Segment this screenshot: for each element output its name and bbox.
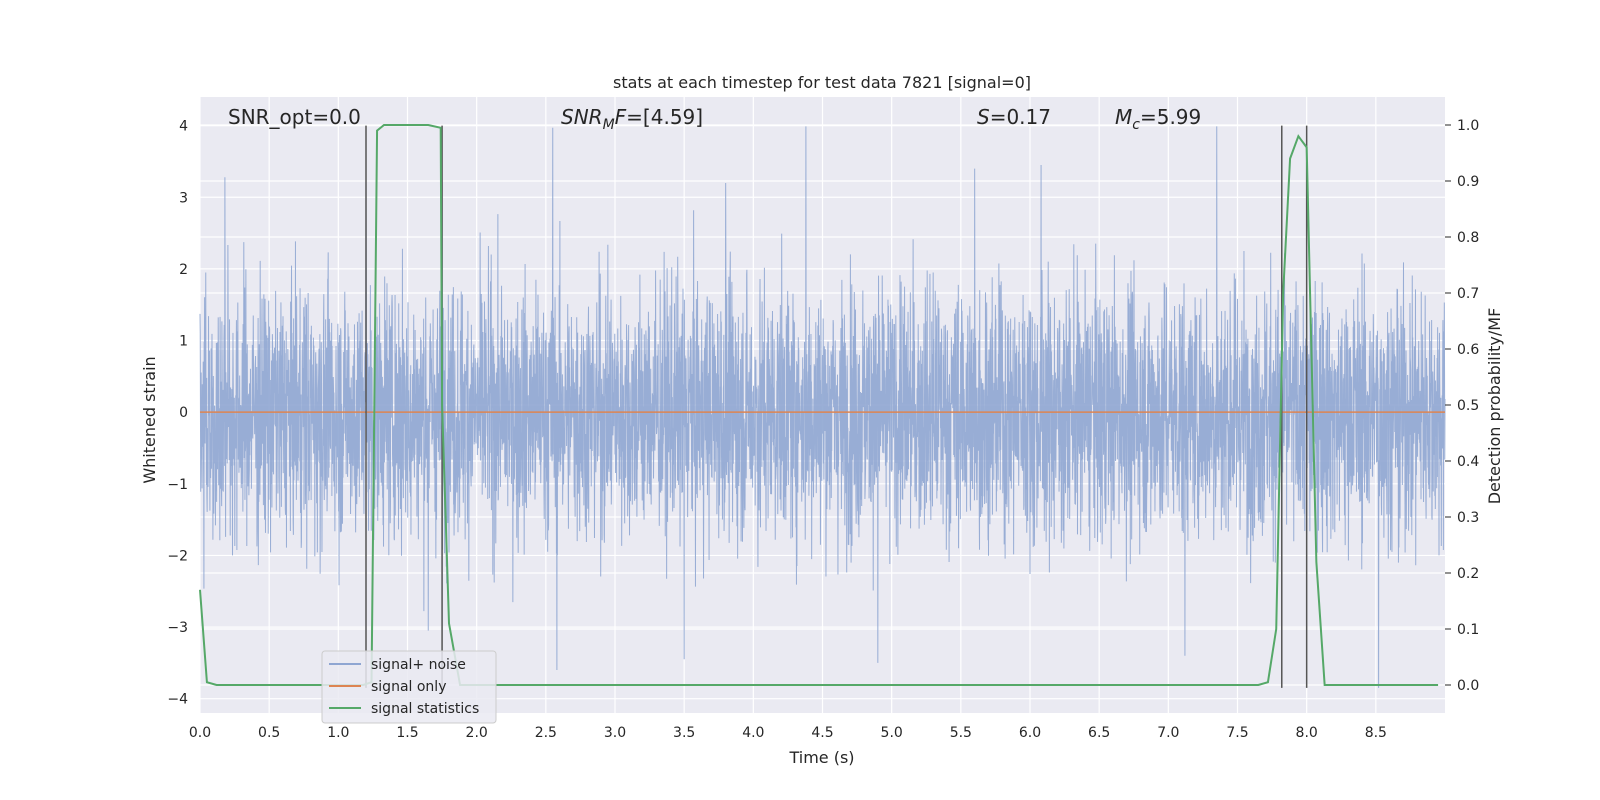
s-value: =0.17 bbox=[990, 105, 1051, 129]
y-tick-label-right: 0.6 bbox=[1457, 342, 1479, 358]
snr-mf-f: F bbox=[615, 105, 627, 129]
legend-label-signal-noise: signal+ noise bbox=[371, 657, 466, 673]
y-tick-label-left: −2 bbox=[167, 548, 188, 564]
y-tick-label-right: 0.5 bbox=[1457, 398, 1479, 414]
y-tick-label-right: 0.0 bbox=[1457, 678, 1479, 694]
y-tick-label-left: 1 bbox=[179, 334, 188, 350]
snr-mf-base: SNR bbox=[561, 105, 603, 129]
y-axis-label-left: Whitened strain bbox=[140, 356, 159, 483]
s-italic: S bbox=[977, 105, 990, 129]
signal-noise-series bbox=[199, 126, 1446, 688]
y-tick-label-right: 0.1 bbox=[1457, 622, 1479, 638]
x-tick-label: 1.5 bbox=[396, 725, 418, 741]
y-tick-label-right: 0.3 bbox=[1457, 510, 1479, 526]
x-tick-label: 7.5 bbox=[1226, 725, 1248, 741]
x-tick-label: 6.0 bbox=[1019, 725, 1041, 741]
x-tick-label: 2.5 bbox=[535, 725, 557, 741]
y-tick-label-right: 1.0 bbox=[1457, 118, 1479, 134]
x-tick-label: 0.0 bbox=[189, 725, 211, 741]
x-axis-label: Time (s) bbox=[788, 748, 854, 767]
x-tick-label: 8.5 bbox=[1365, 725, 1387, 741]
y-tick-label-left: 4 bbox=[179, 119, 188, 135]
x-tick-label: 2.0 bbox=[466, 725, 488, 741]
y-tick-label-left: 2 bbox=[179, 262, 188, 278]
tick-labels: 0.0 0.5 1.0 1.5 2.0 2.5 3.0 3.5 4.0 4.5 5.0 5.5 6.0 6… bbox=[167, 118, 1479, 741]
y-tick-label-right: 0.2 bbox=[1457, 566, 1479, 582]
annotation-snr-opt: SNR_opt=0.0 bbox=[228, 105, 361, 129]
x-tick-label: 3.0 bbox=[604, 725, 626, 741]
x-tick-label: 5.5 bbox=[950, 725, 972, 741]
mc-value: =5.99 bbox=[1140, 105, 1201, 129]
x-tick-label: 3.5 bbox=[673, 725, 695, 741]
x-tick-label: 8.0 bbox=[1296, 725, 1318, 741]
x-tick-label: 1.0 bbox=[327, 725, 349, 741]
legend-label-signal-statistics: signal statistics bbox=[371, 701, 479, 717]
y-tick-label-right: 0.4 bbox=[1457, 454, 1479, 470]
x-tick-label: 0.5 bbox=[258, 725, 280, 741]
mc-base: M bbox=[1115, 105, 1132, 129]
y-tick-label-right: 0.7 bbox=[1457, 286, 1479, 302]
annotation-mc: Mc=5.99 bbox=[1115, 105, 1201, 133]
y-tick-label-left: −3 bbox=[167, 620, 188, 636]
legend: signal+ noise signal only signal statist… bbox=[321, 650, 497, 724]
y-tick-label-left: 3 bbox=[179, 190, 188, 206]
legend-box bbox=[321, 650, 497, 724]
y-tick-label-left: 0 bbox=[179, 405, 188, 421]
signal-noise-line bbox=[199, 126, 1446, 688]
y-tick-label-right: 0.9 bbox=[1457, 174, 1479, 190]
x-tick-label: 4.0 bbox=[742, 725, 764, 741]
chart-title: stats at each timestep for test data 782… bbox=[613, 73, 1031, 92]
x-tick-label: 5.0 bbox=[881, 725, 903, 741]
x-tick-label: 6.5 bbox=[1088, 725, 1110, 741]
annotation-s: S=0.17 bbox=[977, 105, 1051, 129]
y-tick-label-right: 0.8 bbox=[1457, 230, 1479, 246]
y-tick-label-left: −1 bbox=[167, 477, 188, 493]
y-tick-label-left: −4 bbox=[167, 692, 188, 708]
snr-mf-sub: M bbox=[603, 117, 615, 133]
x-tick-label: 4.5 bbox=[811, 725, 833, 741]
snr-mf-rest: =[4.59] bbox=[626, 105, 703, 129]
y-axis-label-right: Detection probability/MF bbox=[1485, 308, 1504, 505]
mc-sub: c bbox=[1132, 117, 1140, 133]
annotation-snr-mf: SNRMF=[4.59] bbox=[561, 105, 703, 133]
legend-label-signal-only: signal only bbox=[371, 679, 446, 695]
x-tick-label: 7.0 bbox=[1157, 725, 1179, 741]
